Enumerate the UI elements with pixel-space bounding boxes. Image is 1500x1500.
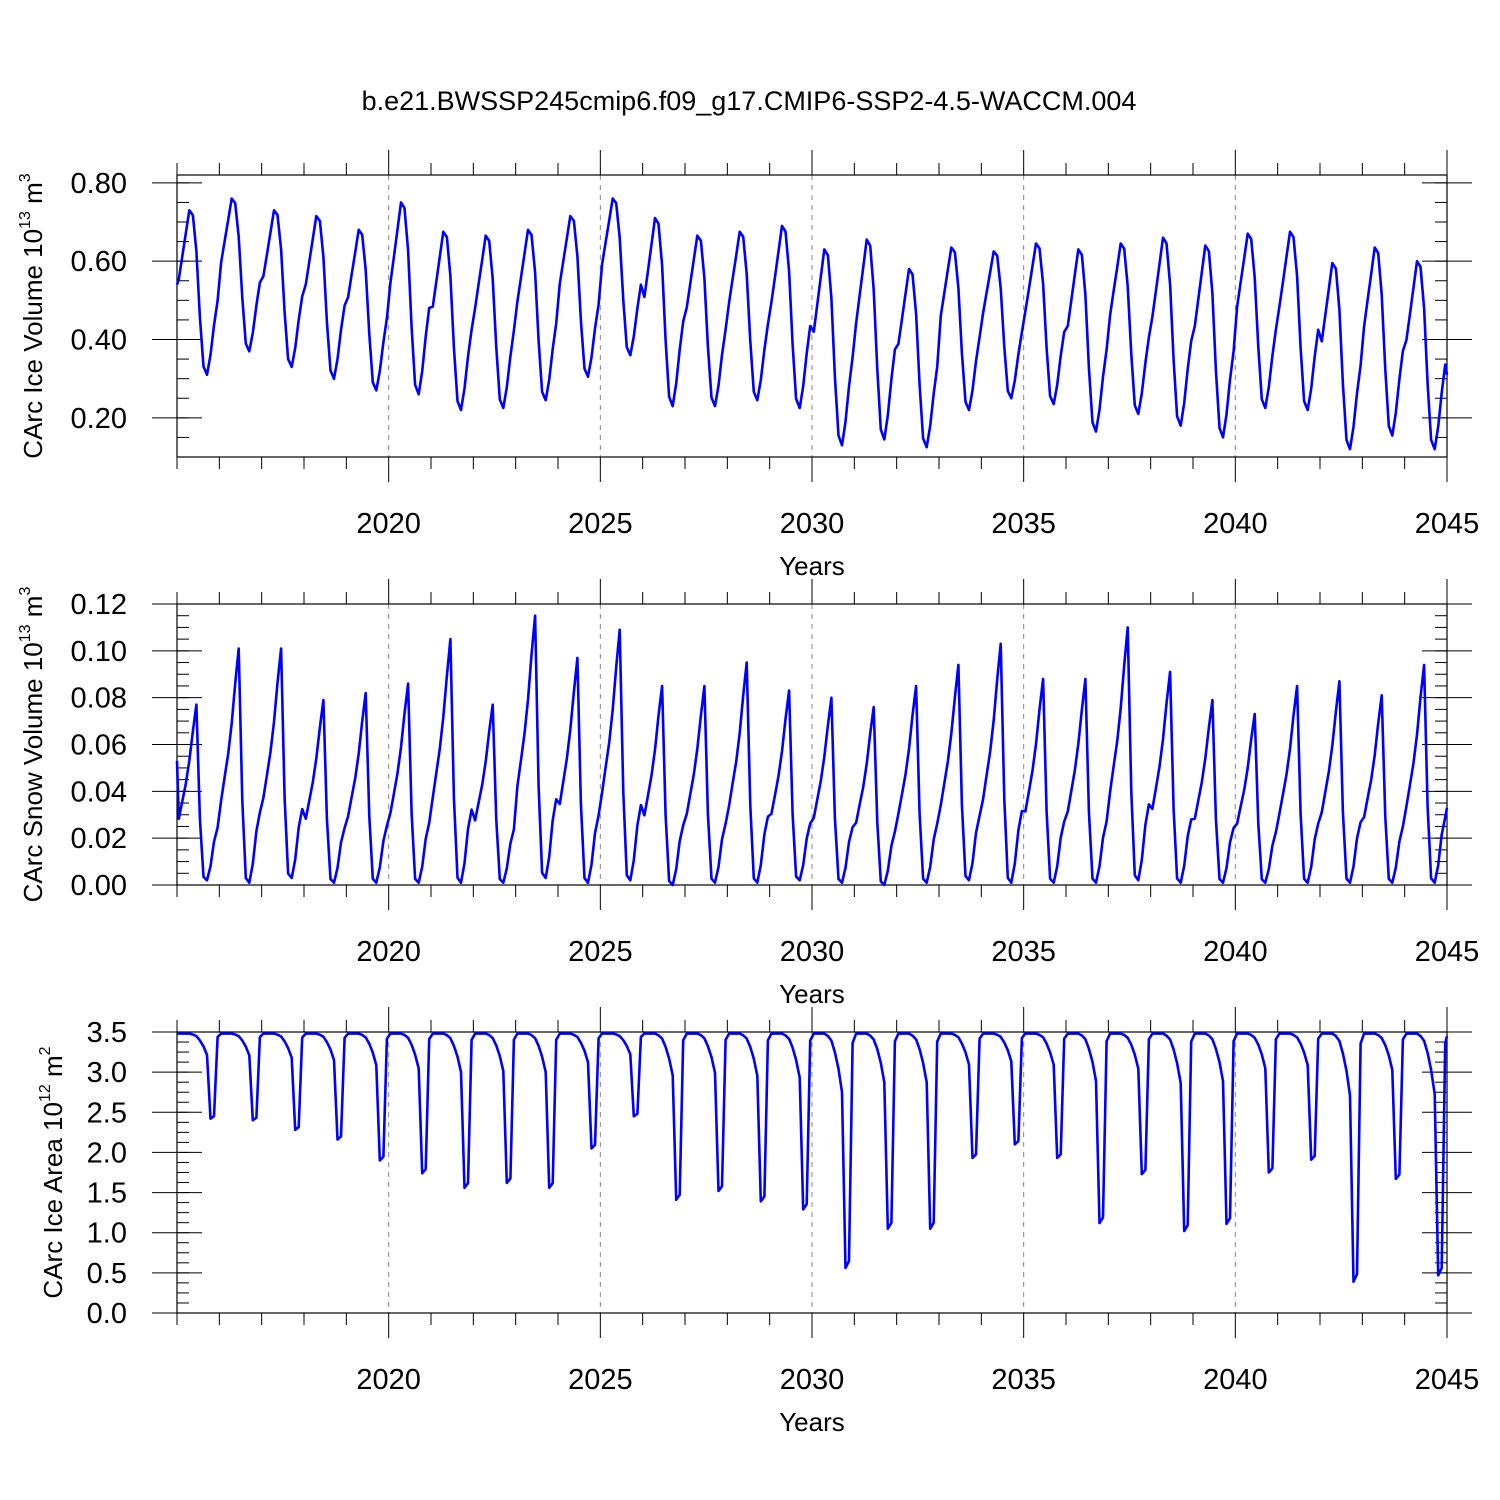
x-tick-label: 2040	[1203, 936, 1268, 968]
x-tick-label: 2020	[356, 936, 421, 968]
y-tick-label: 0.02	[71, 823, 127, 855]
x-tick-label: 2020	[356, 508, 421, 540]
x-tick-label: 2025	[568, 1364, 633, 1396]
y-tick-label: 0.08	[71, 683, 127, 715]
y-axis-label: CArc Ice Volume 1013 m3	[17, 173, 48, 458]
x-tick-label: 2035	[991, 1364, 1056, 1396]
y-axis-label: CArc Snow Volume 1013 m3	[17, 587, 48, 903]
x-tick-label: 2025	[568, 508, 633, 540]
series-line-snow-volume	[175, 614, 1449, 887]
y-tick-label: 0.60	[71, 246, 127, 278]
panel-ice-area: 0.0 0.5 1.0 1.5 2.0 2.5 3.0 3.5 2020 2025 2030 2035…	[37, 1007, 1479, 1437]
plot-frame	[176, 174, 1448, 458]
x-tick-label: 2025	[568, 936, 633, 968]
figure-title: b.e21.BWSSP245cmip6.f09_g17.CMIP6-SSP2-4…	[362, 86, 1137, 116]
x-tick-label: 2045	[1415, 936, 1480, 968]
y-tick-label: 0.00	[71, 870, 127, 902]
plot-frame	[176, 603, 1448, 886]
x-tick-label: 2045	[1415, 1364, 1480, 1396]
panel-ice-volume: 0.20 0.40 0.60 0.80 2020 2025 2030 2035 2040 2045…	[17, 150, 1479, 581]
y-tick-label: 0.10	[71, 636, 127, 668]
plot-frame	[176, 1031, 1448, 1314]
series-line-ice-area	[176, 1032, 1449, 1283]
y-tick-label: 1.0	[87, 1218, 127, 1250]
y-tick-label: 3.5	[87, 1017, 127, 1049]
y-tick-label: 0.20	[71, 403, 127, 435]
x-tick-label: 2030	[780, 936, 845, 968]
y-tick-label: 2.0	[87, 1137, 127, 1169]
y-tick-label: 0.80	[71, 168, 127, 200]
panels: 0.20 0.40 0.60 0.80 2020 2025 2030 2035 2040 2045…	[17, 150, 1479, 1437]
x-axis-label: Years	[779, 1407, 845, 1437]
x-tick-label: 2035	[991, 508, 1056, 540]
y-tick-label: 0.5	[87, 1258, 127, 1290]
x-tick-label: 2030	[780, 1364, 845, 1396]
y-tick-label: 2.5	[87, 1097, 127, 1129]
x-tick-label: 2030	[780, 508, 845, 540]
x-tick-label: 2035	[991, 936, 1056, 968]
x-axis-label: Years	[779, 979, 845, 1009]
y-tick-label: 0.0	[87, 1298, 127, 1330]
y-tick-label: 0.04	[71, 776, 127, 808]
y-tick-label: 0.06	[71, 730, 127, 762]
y-tick-label: 0.40	[71, 325, 127, 357]
y-tick-label: 0.12	[71, 589, 127, 621]
panel-snow-volume: 0.00 0.02 0.04 0.06 0.08 0.10 0.12 2020 2025 2030…	[17, 579, 1479, 1009]
x-tick-label: 2045	[1415, 508, 1480, 540]
x-tick-label: 2040	[1203, 508, 1268, 540]
y-axis-label: CArc Ice Area 1012 m2	[37, 1046, 68, 1298]
x-tick-label: 2020	[356, 1364, 421, 1396]
y-tick-label: 3.0	[87, 1057, 127, 1089]
x-axis-label: Years	[779, 551, 845, 581]
y-tick-label: 1.5	[87, 1178, 127, 1210]
series-line-ice-volume	[175, 197, 1449, 451]
x-tick-label: 2040	[1203, 1364, 1268, 1396]
